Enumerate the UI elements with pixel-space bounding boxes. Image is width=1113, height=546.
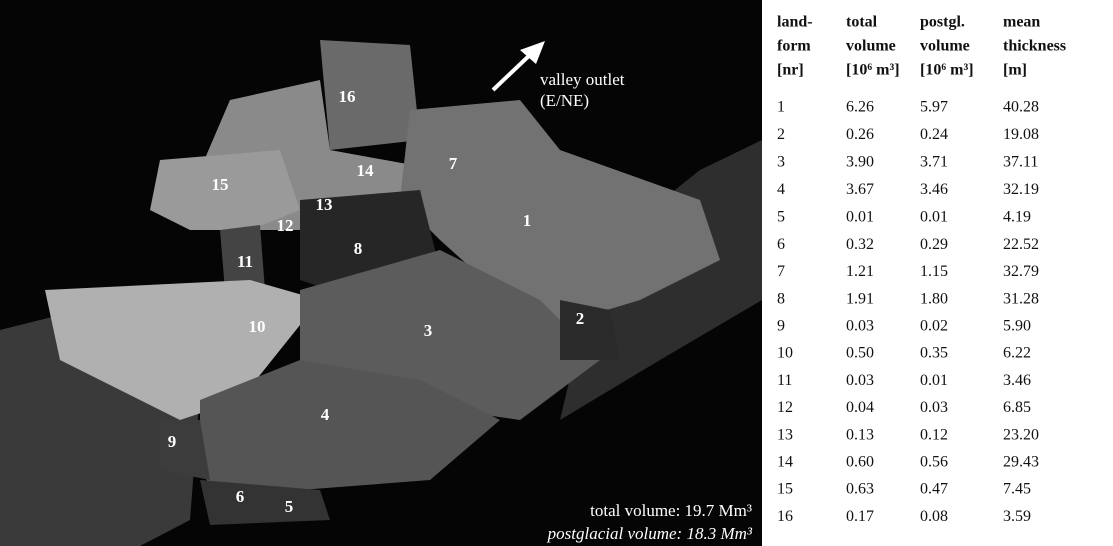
table-header: total: [846, 14, 878, 31]
table-cell: 3.46: [920, 181, 948, 198]
table-cell: 0.13: [846, 426, 874, 443]
table-cell: 6: [777, 236, 785, 253]
table-cell: 0.29: [920, 236, 948, 253]
landform-label: 10: [249, 317, 266, 336]
table-header: [nr]: [777, 62, 804, 79]
table-cell: 5.90: [1003, 317, 1031, 334]
landform-label: 8: [354, 239, 363, 258]
volume-table: land-form [nr] total volume [10⁶ m³] postgl. v…: [777, 14, 1066, 525]
table-cell: 2: [777, 126, 785, 143]
table-cell: 4: [777, 181, 785, 198]
table-cell: 1.21: [846, 263, 874, 280]
table-cell: 32.79: [1003, 263, 1039, 280]
table-cell: 0.47: [920, 481, 948, 498]
table-cell: 7: [777, 263, 785, 280]
table-cell: 11: [777, 372, 792, 389]
table-cell: 0.12: [920, 426, 948, 443]
landform-label: 15: [212, 175, 229, 194]
landform-label: 2: [576, 309, 585, 328]
landform-label: 5: [285, 497, 294, 516]
table-cell: 31.28: [1003, 290, 1039, 307]
table-cell: 3.46: [1003, 372, 1031, 389]
table-cell: 0.35: [920, 345, 948, 362]
table-cell: 6.26: [846, 99, 874, 116]
table-cell: 8: [777, 290, 785, 307]
table-cell: 6.85: [1003, 399, 1031, 416]
table-cell: 32.19: [1003, 181, 1039, 198]
table-cell: 0.24: [920, 126, 948, 143]
table-cell: 1: [777, 99, 785, 116]
table-cell: 6.22: [1003, 345, 1031, 362]
table-cell: 3.67: [846, 181, 874, 198]
arrow-label: valley outlet: [540, 70, 625, 89]
table-cell: 29.43: [1003, 453, 1039, 470]
table-cell: 16: [777, 508, 793, 525]
table-cell: 0.03: [920, 399, 948, 416]
table-cell: 10: [777, 345, 793, 362]
table-header: volume: [846, 38, 896, 55]
table-cell: 22.52: [1003, 236, 1039, 253]
table-cell: 3.90: [846, 154, 874, 171]
total-volume: total volume: 19.7 Mm³: [590, 501, 752, 520]
table-cell: 0.56: [920, 453, 948, 470]
table-header: [10⁶ m³]: [846, 62, 900, 79]
table-cell: 15: [777, 481, 793, 498]
landform-label: 11: [237, 252, 253, 271]
table-cell: 0.32: [846, 236, 874, 253]
table-header: postgl.: [920, 14, 965, 31]
table-header: volume: [920, 38, 970, 55]
landform-label: 1: [523, 211, 532, 230]
page: valley outlet (E/NE) total volume: 19.7 …: [0, 0, 1113, 546]
landform-label: 16: [339, 87, 356, 106]
landform-label: 9: [168, 432, 177, 451]
table-cell: 1.80: [920, 290, 948, 307]
landform-label: 4: [321, 405, 330, 424]
table-cell: 0.50: [846, 345, 874, 362]
table-cell: 0.04: [846, 399, 874, 416]
table-cell: 0.03: [846, 372, 874, 389]
table-cell: 3.71: [920, 154, 948, 171]
table-cell: 0.17: [846, 508, 874, 525]
landform-label: 13: [316, 195, 333, 214]
table-header: mean: [1003, 14, 1040, 31]
table-cell: 14: [777, 453, 793, 470]
table-cell: 3: [777, 154, 785, 171]
figure: valley outlet (E/NE) total volume: 19.7 …: [0, 0, 1113, 546]
table-cell: 9: [777, 317, 785, 334]
table-header: thickness: [1003, 38, 1066, 55]
landform-label: 12: [277, 216, 294, 235]
postglacial-volume: postglacial volume: 18.3 Mm³: [547, 524, 753, 543]
table-header: [10⁶ m³]: [920, 62, 974, 79]
table-cell: 5.97: [920, 99, 948, 116]
table-cell: 4.19: [1003, 209, 1031, 226]
table-cell: 0.08: [920, 508, 948, 525]
table-cell: 1.91: [846, 290, 874, 307]
arrow-label: (E/NE): [540, 91, 589, 110]
table-cell: 12: [777, 399, 793, 416]
table-cell: 40.28: [1003, 99, 1039, 116]
landform-label: 6: [236, 487, 245, 506]
table-cell: 23.20: [1003, 426, 1039, 443]
table-cell: 0.63: [846, 481, 874, 498]
landform-label: 3: [424, 321, 433, 340]
table-cell: 0.01: [920, 372, 948, 389]
table-cell: 3.59: [1003, 508, 1031, 525]
table-cell: 0.01: [846, 209, 874, 226]
table-cell: 0.01: [920, 209, 948, 226]
table-header: [m]: [1003, 62, 1027, 79]
table-header: land-: [777, 14, 813, 31]
table-cell: 19.08: [1003, 126, 1039, 143]
table-header: form: [777, 38, 811, 55]
table-cell: 1.15: [920, 263, 948, 280]
table-cell: 0.03: [846, 317, 874, 334]
table-cell: 37.11: [1003, 154, 1038, 171]
table-cell: 0.60: [846, 453, 874, 470]
table-cell: 0.02: [920, 317, 948, 334]
table-cell: 0.26: [846, 126, 874, 143]
landform-label: 7: [449, 154, 458, 173]
table-cell: 13: [777, 426, 793, 443]
landform-label: 14: [357, 161, 375, 180]
table-cell: 5: [777, 209, 785, 226]
table-cell: 7.45: [1003, 481, 1031, 498]
